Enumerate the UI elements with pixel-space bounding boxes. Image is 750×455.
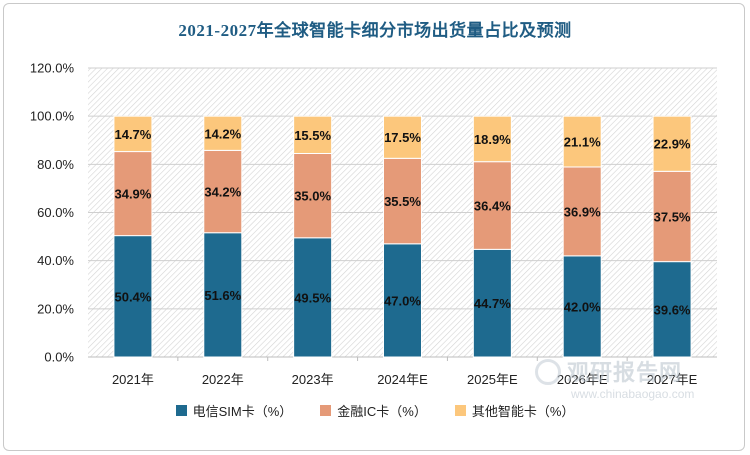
y-tick-label: 20.0% xyxy=(37,301,74,316)
bar-segment[interactable] xyxy=(293,152,333,239)
data-label: 21.1% xyxy=(564,135,601,150)
x-tick-label: 2021年 xyxy=(112,372,154,387)
legend-swatch-sim xyxy=(175,405,187,416)
watermark-url: www.chinabaogao.com xyxy=(571,387,695,401)
x-tick-label: 2024年E xyxy=(377,372,428,387)
data-labels: 50.4% 34.9% 14.7% 51.6% 34.2% 14.2% 49.5% 35.0%… xyxy=(114,126,690,317)
x-axis-ticks: 2021年 2022年 2023年 2024年E 2025年E 2026年E 2027年E xyxy=(112,372,698,387)
data-label: 34.2% xyxy=(204,185,241,200)
y-tick-label: 40.0% xyxy=(37,253,74,268)
bar-segment[interactable] xyxy=(652,261,692,358)
data-label: 50.4% xyxy=(114,289,151,304)
legend-item-sim[interactable]: 电信SIM卡（%） xyxy=(175,401,293,420)
data-label: 47.0% xyxy=(384,293,421,308)
data-label: 51.6% xyxy=(204,288,241,303)
data-label: 44.7% xyxy=(474,296,511,311)
bar-segment[interactable] xyxy=(113,115,153,153)
bar-segment[interactable] xyxy=(472,115,512,163)
x-tick-label: 2023年 xyxy=(292,372,334,387)
bar-segment[interactable] xyxy=(293,237,333,358)
x-tick-label: 2027年E xyxy=(647,372,698,387)
bar-segment[interactable] xyxy=(383,243,422,358)
bar-segment[interactable] xyxy=(383,157,422,245)
data-label: 42.0% xyxy=(564,299,601,314)
bar-segment[interactable] xyxy=(383,115,422,159)
legend: 电信SIM卡（%） 金融IC卡（%） 其他智能卡（%） xyxy=(0,401,750,420)
watermark-text: 观研报告网 xyxy=(567,361,683,386)
data-label: 22.9% xyxy=(654,137,691,152)
data-label: 14.7% xyxy=(114,127,151,142)
y-tick-label: 0.0% xyxy=(44,350,74,365)
legend-label-finance: 金融IC卡（%） xyxy=(337,404,427,419)
legend-swatch-finance xyxy=(320,405,332,416)
x-tick-label: 2025年E xyxy=(467,372,518,387)
bar-segment[interactable] xyxy=(562,166,602,257)
bar-segment[interactable] xyxy=(652,170,692,263)
legend-item-finance[interactable]: 金融IC卡（%） xyxy=(320,401,427,420)
bar-segment[interactable] xyxy=(113,235,153,358)
data-label: 36.4% xyxy=(474,199,511,214)
data-label: 37.5% xyxy=(654,209,691,224)
legend-item-other[interactable]: 其他智能卡（%） xyxy=(454,401,575,420)
y-tick-label: 60.0% xyxy=(37,205,74,220)
data-label: 34.9% xyxy=(114,187,151,202)
y-tick-label: 80.0% xyxy=(37,157,74,172)
legend-swatch-other xyxy=(454,405,466,416)
legend-label-sim: 电信SIM卡（%） xyxy=(192,404,293,419)
chart-title: 2021-2027年全球智能卡细分市场出货量占比及预测 xyxy=(178,21,572,40)
data-label: 49.5% xyxy=(294,290,331,305)
bar-segment[interactable] xyxy=(562,255,602,358)
watermark-logo-icon xyxy=(535,359,561,385)
bar-segment[interactable] xyxy=(203,232,243,358)
data-label: 15.5% xyxy=(294,128,331,143)
data-label: 35.0% xyxy=(294,189,331,204)
bar-segment[interactable] xyxy=(203,115,243,151)
data-label: 36.9% xyxy=(564,204,601,219)
y-tick-label: 100.0% xyxy=(30,109,75,124)
bar-segment[interactable] xyxy=(293,115,333,154)
legend-label-other: 其他智能卡（%） xyxy=(471,404,575,419)
data-label: 18.9% xyxy=(474,132,511,147)
watermark: 观研报告网 www.chinabaogao.com xyxy=(535,353,725,413)
bar-segment[interactable] xyxy=(203,149,243,234)
x-tick-label: 2026年E xyxy=(557,372,608,387)
bar-segment[interactable] xyxy=(472,248,512,358)
y-axis-ticks: 0.0% 20.0% 40.0% 60.0% 80.0% 100.0% 120.0% xyxy=(30,61,75,365)
bar-segment[interactable] xyxy=(562,115,602,168)
data-label: 17.5% xyxy=(384,130,421,145)
bar-segment[interactable] xyxy=(113,151,153,237)
bar-segment[interactable] xyxy=(652,115,692,172)
data-label: 39.6% xyxy=(654,302,691,317)
bar-group xyxy=(113,115,692,358)
x-tick-label: 2022年 xyxy=(202,372,244,387)
data-label: 35.5% xyxy=(384,194,421,209)
data-label: 14.2% xyxy=(204,126,241,141)
y-tick-label: 120.0% xyxy=(30,61,75,76)
